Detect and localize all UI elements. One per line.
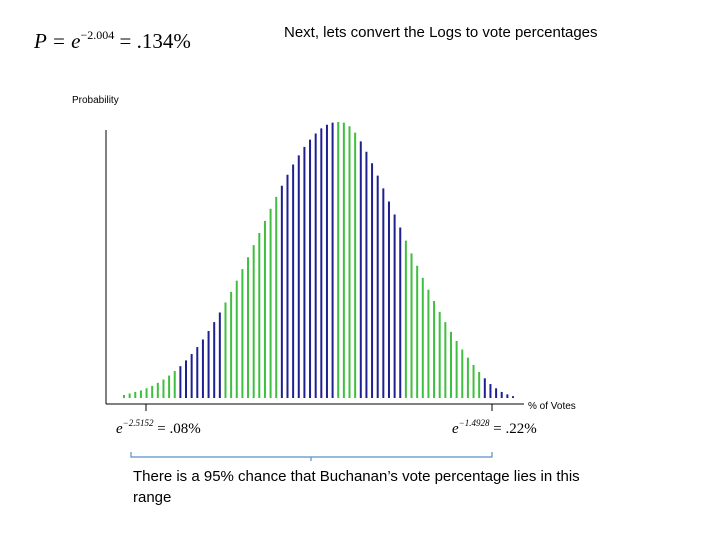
upper-value: = .22% — [489, 421, 537, 437]
probability-formula: P = e−2.004 = .134% — [34, 28, 191, 54]
formula-rhs: = .134% — [114, 29, 191, 53]
upper-exponent: −1.4928 — [458, 418, 490, 428]
y-axis-label: Probability — [72, 95, 119, 106]
upper-base: e — [452, 421, 459, 437]
x-axis-label: % of Votes — [528, 401, 576, 412]
upper-bound-equation: e−1.4928 = .22% — [452, 418, 537, 438]
lower-bound-equation: e−2.5152 = .08% — [116, 418, 201, 438]
chart-bars — [123, 122, 514, 398]
lower-value: = .08% — [153, 421, 201, 437]
lower-exponent: −2.5152 — [122, 418, 154, 428]
slide-title: Next, lets convert the Logs to vote perc… — [284, 24, 598, 41]
lower-base: e — [116, 421, 123, 437]
formula-exponent: −2.004 — [80, 28, 115, 42]
range-caption: There is a 95% chance that Buchanan’s vo… — [133, 468, 580, 506]
formula-lhs: P = e — [34, 29, 81, 53]
range-bracket — [130, 452, 493, 461]
